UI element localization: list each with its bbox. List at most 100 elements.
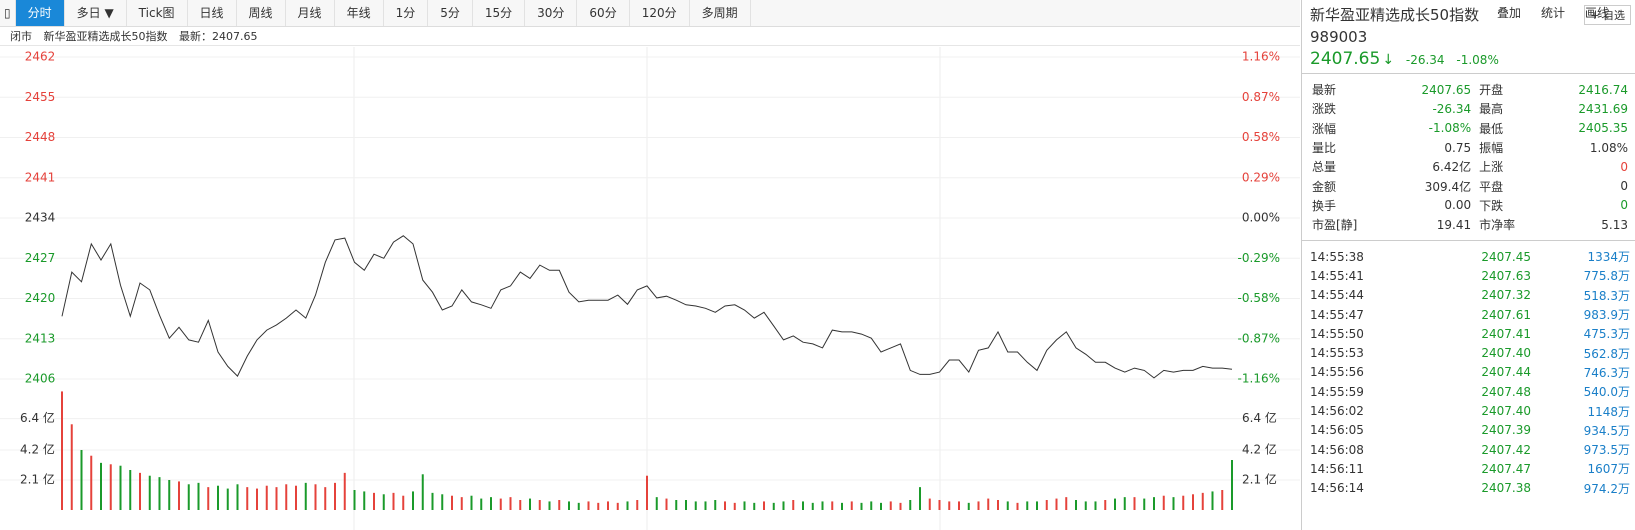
volume-bar <box>977 501 980 510</box>
volume-bar <box>665 498 668 510</box>
y2-tick-label: -0.87% <box>1238 331 1280 345</box>
tab[interactable]: 15分 <box>473 0 526 26</box>
tool[interactable]: 画线 <box>1584 6 1609 20</box>
tab[interactable]: 多周期 <box>690 0 751 26</box>
trade-row: 14:55:44 2407.32 518.3万 <box>1310 286 1630 305</box>
stat-value: 2405.35 <box>1578 121 1628 136</box>
volume-bar <box>1026 501 1029 510</box>
volume-bar <box>187 484 190 510</box>
trade-price: 2407.40 <box>1481 346 1532 361</box>
tab[interactable]: 1分 <box>384 0 429 26</box>
trade-row: 14:56:14 2407.38 974.2万 <box>1310 479 1630 498</box>
volume-bar <box>168 480 171 510</box>
volume-bar <box>314 484 317 510</box>
trade-price: 2407.45 <box>1481 249 1532 264</box>
volume-bar <box>714 500 717 510</box>
volume-bar <box>626 501 629 510</box>
y2-tick-label: 1.16% <box>1242 50 1280 64</box>
volume-bar <box>412 491 414 510</box>
stat-value: 0 <box>1620 198 1628 213</box>
trade-price: 2407.48 <box>1481 384 1532 399</box>
stats-row: 涨跌 -26.34 最高 2431.69 <box>1312 99 1628 118</box>
trade-time: 14:56:02 <box>1310 404 1364 419</box>
stats-row: 换手 0.00 下跌 0 <box>1312 196 1628 215</box>
tab[interactable]: 年线 <box>335 0 384 26</box>
volume-bar <box>753 502 756 510</box>
volume-bar <box>1104 500 1107 510</box>
volume-bar <box>802 501 804 510</box>
stat-label: 换手 <box>1312 198 1337 213</box>
volume-bar <box>139 472 141 510</box>
trade-price: 2407.47 <box>1481 461 1532 476</box>
volume-bar <box>1016 502 1019 510</box>
y-tick-label-right: 4.2 亿 <box>1242 442 1277 457</box>
volume-bar <box>80 450 83 510</box>
stats-row: 市盈[静] 19.41 市净率 5.13 <box>1312 215 1628 234</box>
change: -26.34 <box>1405 53 1445 67</box>
volume-bar <box>1201 492 1204 510</box>
y2-tick-label: 0.00% <box>1242 211 1280 225</box>
code: 989003 <box>1310 28 1368 46</box>
volume-bar <box>373 492 375 510</box>
trade-time: 14:56:14 <box>1310 481 1364 496</box>
price: 2407.65 <box>1310 49 1381 69</box>
chart: 2462 2455 2448 2441 2434 2427 2420 2413 2406 1.16… <box>0 47 1300 530</box>
trade-time: 14:55:53 <box>1310 346 1364 361</box>
trade-price: 2407.32 <box>1481 288 1532 303</box>
tool[interactable]: 叠加 <box>1496 6 1521 20</box>
stat-label: 最高 <box>1479 102 1504 117</box>
volume-bar <box>860 502 863 510</box>
tab[interactable]: 30分 <box>525 0 578 26</box>
volume-bar <box>1143 498 1146 510</box>
stat-label: 涨幅 <box>1312 121 1337 136</box>
tab[interactable]: 月线 <box>286 0 335 26</box>
volume-bar <box>821 501 824 510</box>
trade-time: 14:55:50 <box>1310 326 1364 341</box>
tab[interactable]: 日线 <box>188 0 237 26</box>
tab[interactable]: 多日 ▼ <box>65 0 127 26</box>
y-tick-label: 2406 <box>25 372 56 386</box>
layout-icon[interactable]: ▯ <box>0 0 16 26</box>
volume-bar <box>226 488 229 510</box>
volume-bar <box>1182 495 1185 510</box>
volume-bar <box>178 481 180 510</box>
volume-bar <box>597 502 600 510</box>
trade-row: 14:55:47 2407.61 983.9万 <box>1310 305 1630 324</box>
volume-bar <box>831 501 834 510</box>
y-tick-label-right: 2.1 亿 <box>1242 472 1277 487</box>
volume-bar <box>1123 497 1126 510</box>
trade-price: 2407.63 <box>1481 268 1532 283</box>
trade-row: 14:55:56 2407.44 746.3万 <box>1310 363 1630 382</box>
tab[interactable]: 5分 <box>428 0 473 26</box>
stat-value: 309.4亿 <box>1424 179 1472 194</box>
trade-time: 14:56:08 <box>1310 442 1364 457</box>
volume-bar <box>421 474 424 510</box>
trade-volume: 973.5万 <box>1583 443 1630 458</box>
volume-bar <box>217 485 219 510</box>
volume-bar <box>285 484 288 510</box>
trade-volume: 983.9万 <box>1583 308 1630 323</box>
tab[interactable]: Tick图 <box>127 0 188 26</box>
tools: 叠加 统计 画线 <box>1497 0 1609 26</box>
tab[interactable]: 120分 <box>630 0 690 26</box>
trade-row: 14:56:02 2407.40 1148万 <box>1310 401 1630 420</box>
tab[interactable]: 分时 <box>15 0 65 26</box>
volume-bar <box>850 501 853 510</box>
y-tick-label: 6.4 亿 <box>20 410 55 425</box>
trade-volume: 1334万 <box>1587 250 1630 265</box>
volume-bar <box>636 500 639 510</box>
trade-price: 2407.39 <box>1481 423 1532 438</box>
tab[interactable]: 60分 <box>577 0 630 26</box>
watch-button[interactable]: + 自选 <box>1584 5 1631 25</box>
volume-bar <box>1036 501 1038 510</box>
trades-table: 14:55:38 2407.45 1334万 14:55:41 2407.63 775.8… <box>1310 247 1630 498</box>
tool[interactable]: 统计 <box>1540 6 1565 20</box>
volume-bar <box>1084 501 1087 510</box>
tab[interactable]: 周线 <box>237 0 286 26</box>
trade-price: 2407.44 <box>1481 365 1532 380</box>
info-bar: 闭市 新华盈亚精选成长50指数 最新：2407.65 <box>0 27 1300 46</box>
volume-bar <box>1065 497 1068 510</box>
volume-bar <box>568 501 570 510</box>
stat-value: 6.42亿 <box>1432 160 1472 175</box>
